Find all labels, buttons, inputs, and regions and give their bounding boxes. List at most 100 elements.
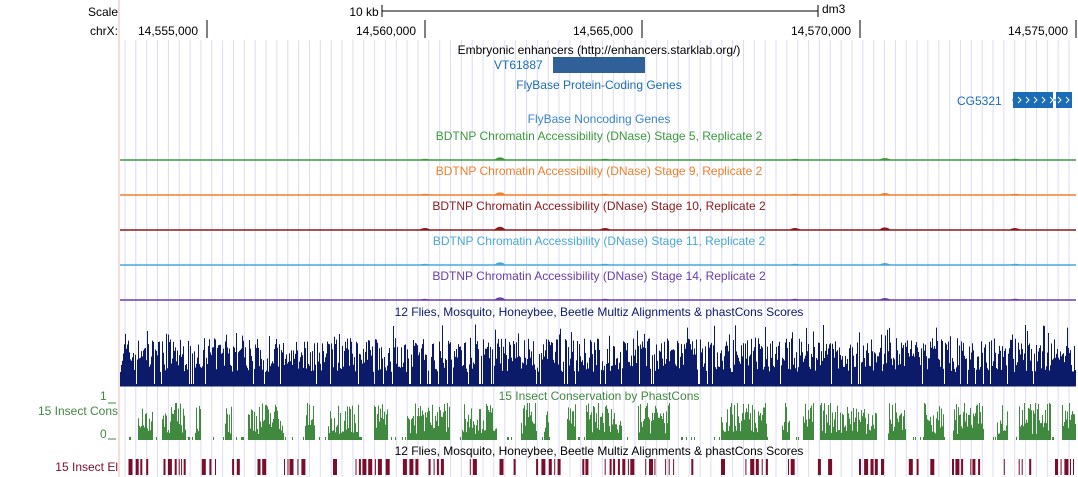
strand-arrow [1017, 96, 1022, 104]
cons-ymin-label: 0 [100, 427, 107, 441]
cons-track-title: 15 Insect Conservation by PhastCons [498, 389, 700, 403]
conserved-element [284, 459, 285, 475]
conserved-element [952, 459, 954, 475]
conserved-element [916, 459, 919, 475]
conserved-element [1064, 459, 1069, 475]
conserved-element [355, 459, 357, 475]
conserved-element [828, 459, 833, 475]
conserved-element [874, 459, 878, 475]
conserved-element [128, 459, 133, 475]
conserved-element [978, 459, 981, 475]
conserved-element [262, 459, 267, 475]
dnase-peak [494, 157, 506, 160]
dnase-peak [789, 298, 801, 300]
conserved-element [765, 459, 768, 475]
gene-label[interactable]: CG5321 [957, 94, 1002, 108]
conserved-element [174, 459, 177, 475]
dnase-peak [419, 298, 431, 300]
conserved-element [377, 459, 382, 475]
conserved-element [970, 459, 972, 475]
ruler-tick-label: 14,575,000 [1007, 24, 1069, 38]
dnase-track-title: BDTNP Chromatin Accessibility (DNase) St… [435, 164, 763, 178]
noncoding-track-title: FlyBase Noncoding Genes [527, 112, 671, 126]
scale-label: Scale [87, 5, 118, 19]
conserved-element [930, 459, 935, 475]
cons-wiggle [120, 403, 1076, 440]
conserved-element [178, 459, 180, 475]
dnase-peak [599, 193, 611, 195]
conserved-element [654, 459, 656, 475]
dnase-track-title: BDTNP Chromatin Accessibility (DNase) St… [432, 269, 766, 283]
dnase-peak [1009, 298, 1021, 300]
conserved-element [1029, 459, 1032, 475]
strand-arrow [1049, 96, 1054, 104]
conserved-element [385, 459, 390, 475]
dnase-track-title: BDTNP Chromatin Accessibility (DNase) St… [432, 199, 766, 213]
conserved-element [955, 459, 960, 475]
conserved-element [257, 459, 261, 475]
conserved-element [645, 459, 647, 475]
dnase-track-title: BDTNP Chromatin Accessibility (DNase) St… [435, 129, 763, 143]
dnase-peak [419, 263, 431, 265]
dnase-peak [1009, 263, 1021, 265]
conserved-element [745, 459, 747, 475]
conserved-element [181, 459, 183, 475]
conserved-element [287, 459, 289, 475]
conserved-element [788, 459, 789, 475]
conserved-element [215, 459, 216, 475]
scale-bar-text: 10 kb [349, 5, 379, 19]
conserved-element [554, 459, 556, 475]
ruler-tick-label: 14,560,000 [355, 24, 417, 38]
conserved-element [761, 459, 763, 475]
conserved-element [790, 459, 795, 475]
elements-side-label: 15 Insect El [55, 460, 118, 474]
enhancer-feature [553, 57, 645, 73]
dnase-peak [879, 263, 891, 265]
dnase-peak [599, 228, 611, 230]
conserved-element [972, 459, 976, 475]
conserved-element [1073, 459, 1074, 475]
conserved-element [859, 459, 861, 475]
dnase-peak [599, 158, 611, 160]
dnase-peak [494, 297, 506, 300]
conserved-element [146, 459, 149, 475]
conserved-element [541, 459, 546, 475]
conserved-element [436, 459, 439, 475]
dnase-peak [1009, 228, 1021, 230]
conserved-element [691, 459, 694, 475]
conserved-element [630, 459, 635, 475]
conserved-element [499, 459, 504, 475]
conserved-element [665, 459, 667, 475]
conserved-element [297, 459, 299, 475]
conserved-element [513, 459, 516, 475]
strand-arrow [1041, 96, 1046, 104]
conserved-element [557, 459, 561, 475]
ruler-tick-label: 14,555,000 [137, 24, 199, 38]
conserved-element [750, 459, 755, 475]
multiz-track-title: 12 Flies, Mosquito, Honeybee, Beetle Mul… [394, 305, 804, 319]
conserved-element [582, 459, 585, 475]
conserved-element [1018, 459, 1020, 475]
dnase-peak [419, 228, 431, 230]
conserved-element [585, 459, 589, 475]
multiz-wiggle [120, 324, 1076, 386]
conserved-element [358, 459, 361, 475]
conserved-element [1003, 459, 1005, 475]
conserved-element [428, 459, 431, 475]
conserved-element [613, 459, 616, 475]
gene-exon [1013, 92, 1053, 108]
conserved-element [433, 459, 435, 475]
conserved-element [472, 459, 477, 475]
conserved-element [673, 459, 675, 475]
enhancer-item-label[interactable]: VT61887 [494, 58, 543, 72]
cons-side-label: 15 Insect Cons [37, 404, 118, 418]
conserved-element [289, 459, 294, 475]
dnase-peak [419, 158, 431, 160]
dnase-peak [1009, 158, 1021, 160]
conserved-element [617, 459, 620, 475]
strand-arrow [1025, 96, 1030, 104]
dnase-peak [494, 192, 506, 195]
